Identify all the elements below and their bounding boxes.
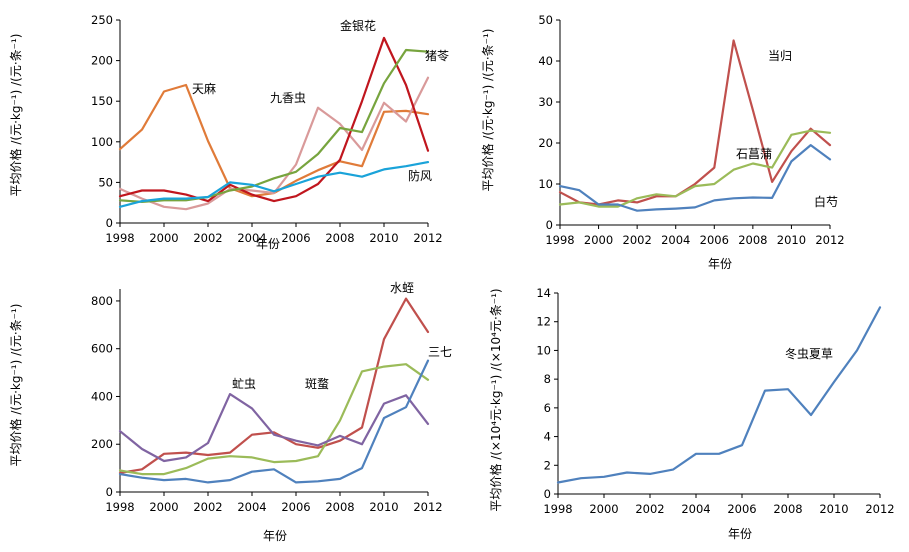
y-tick-label: 250 [91, 13, 113, 27]
series-line-3 [118, 36, 430, 203]
x-tick-label: 2012 [815, 233, 844, 247]
x-tick-label: 2012 [865, 502, 894, 516]
y-tick-label: 50 [538, 13, 553, 27]
series-line-4 [118, 359, 430, 484]
x-tick-label: 2008 [325, 231, 354, 245]
chart-panel-4: 0 2 4 6 8 10 12 14 1998 2000 2002 2004 2006 2008 2010 2… [488, 286, 895, 541]
x-tick-label: 2012 [413, 500, 442, 514]
x-tick-label: 2006 [281, 500, 310, 514]
x-tick-label: 2002 [193, 500, 222, 514]
x-tick-label: 2010 [777, 233, 806, 247]
y-axis-title: 平均价格 /(元·kg⁻¹) /(元·条⁻¹) [8, 34, 23, 197]
y-tick-label: 200 [91, 437, 113, 451]
series-label: 九香虫 [270, 91, 306, 105]
series-label: 猪苓 [425, 49, 449, 63]
y-tick-label: 10 [538, 177, 553, 191]
y-tick-label: 14 [536, 286, 551, 300]
x-tick-label: 2010 [819, 502, 848, 516]
x-tick-label: 2006 [700, 233, 729, 247]
y-tick-label: 8 [544, 372, 551, 386]
x-tick-label: 2010 [369, 231, 398, 245]
series-label: 冬虫夏草 [785, 346, 833, 361]
y-tick-label: 150 [91, 94, 113, 108]
x-tick-label: 2002 [635, 502, 664, 516]
series-label: 天麻 [192, 81, 216, 96]
x-tick-label: 2002 [193, 231, 222, 245]
x-tick-label: 2000 [149, 500, 178, 514]
x-tick-label: 2002 [623, 233, 652, 247]
y-tick-label: 100 [91, 135, 113, 149]
x-axis-title: 年份 [708, 257, 732, 271]
series-line-5 [118, 161, 430, 208]
x-tick-label: 2004 [237, 500, 266, 514]
y-tick-label: 12 [536, 315, 551, 329]
series-label: 三七 [428, 345, 452, 359]
x-tick-label: 2004 [661, 233, 690, 247]
y-axis-title: 平均价格 /(×10⁴元·kg⁻¹) /(×10⁴元·条⁻¹) [488, 288, 503, 511]
x-tick-label: 2006 [727, 502, 756, 516]
x-tick-label: 2006 [281, 231, 310, 245]
series-label: 防风 [408, 168, 432, 183]
x-tick-label: 2004 [237, 231, 266, 245]
y-tick-label: 400 [91, 389, 113, 403]
series-label: 白芍 [814, 194, 838, 209]
series-label: 金银花 [340, 18, 376, 33]
series-line-2 [558, 129, 832, 208]
chart-panel-2: 0 10 20 30 40 50 1998 2000 2002 2004 2006 2008 2010 2… [480, 13, 845, 271]
y-tick-label: 20 [538, 136, 553, 150]
x-axis-title: 年份 [263, 529, 287, 543]
y-tick-label: 600 [91, 342, 113, 356]
y-axis-title: 平均价格 /(元·kg⁻¹) /(元·条⁻¹) [480, 29, 495, 192]
y-tick-label: 30 [538, 95, 553, 109]
y-axis-title: 平均价格 /(元·kg⁻¹) /(元·条⁻¹) [8, 304, 23, 467]
series-line-4 [118, 48, 430, 203]
x-tick-label: 1998 [545, 233, 574, 247]
x-tick-label: 2008 [325, 500, 354, 514]
y-tick-label: 10 [536, 343, 551, 357]
x-axis-title: 年份 [728, 527, 752, 541]
chart-panel-1: 0 50 100 150 200 250 1998 2000 2002 2004 2006 2008 2… [8, 13, 449, 251]
y-tick-label: 0 [544, 487, 551, 501]
series-line-3 [558, 144, 832, 212]
y-tick-label: 0 [546, 218, 553, 232]
x-tick-label: 2000 [584, 233, 613, 247]
y-tick-label: 0 [106, 216, 113, 230]
series-line-1 [558, 39, 832, 206]
x-tick-label: 2000 [149, 231, 178, 245]
y-tick-label: 40 [538, 54, 553, 68]
y-tick-label: 2 [544, 458, 551, 472]
series-line-1 [118, 297, 430, 474]
x-tick-label: 2004 [681, 502, 710, 516]
series-label: 石菖蒲 [736, 147, 772, 161]
x-tick-label: 2010 [369, 500, 398, 514]
x-tick-label: 2012 [413, 231, 442, 245]
y-tick-label: 50 [98, 175, 113, 189]
x-tick-label: 1998 [105, 231, 134, 245]
x-tick-label: 2000 [589, 502, 618, 516]
series-label: 斑蝥 [305, 377, 329, 391]
x-axis-title: 年份 [256, 237, 280, 251]
series-line-2 [118, 76, 430, 211]
y-tick-label: 800 [91, 294, 113, 308]
y-tick-label: 0 [106, 485, 113, 499]
y-tick-label: 6 [544, 401, 551, 415]
y-tick-label: 200 [91, 54, 113, 68]
series-line-3 [118, 393, 430, 463]
x-tick-label: 1998 [543, 502, 572, 516]
series-label: 虻虫 [232, 377, 256, 391]
x-tick-label: 2008 [738, 233, 767, 247]
series-line-1 [556, 306, 882, 484]
y-tick-label: 4 [544, 430, 551, 444]
chart-panel-3: 0 200 400 600 800 1998 2000 2002 2004 2006 2008 201… [8, 280, 452, 543]
series-label: 当归 [768, 49, 792, 63]
series-label: 水蛭 [390, 280, 414, 295]
series-line-2 [118, 363, 430, 476]
x-tick-label: 2008 [773, 502, 802, 516]
x-tick-label: 1998 [105, 500, 134, 514]
